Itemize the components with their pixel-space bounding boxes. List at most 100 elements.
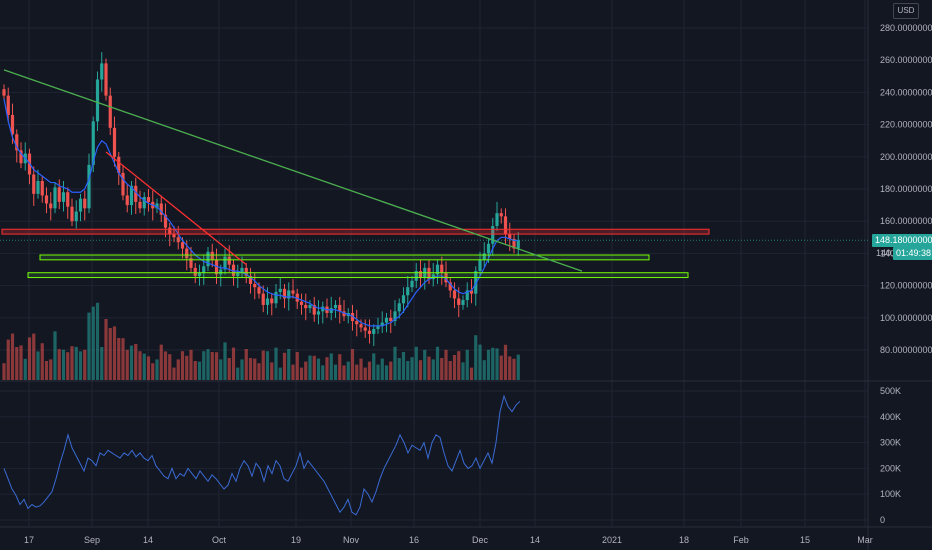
volume-bar (440, 358, 444, 380)
volume-bar (321, 365, 325, 380)
candle (32, 174, 36, 194)
volume-bar (70, 346, 74, 380)
volume-bar (282, 352, 287, 380)
volume-bar (418, 360, 423, 380)
candle (121, 172, 125, 196)
volume-bar (291, 364, 295, 380)
candle (2, 89, 6, 96)
volume-bar (248, 358, 253, 380)
candle (282, 288, 287, 299)
volume-bar (83, 349, 87, 380)
volume-bar (465, 349, 469, 380)
x-tick-label: 16 (409, 535, 419, 545)
volume-bar (308, 355, 312, 380)
oscillator-tick-label: 200K (880, 463, 901, 473)
volume-bar (219, 359, 223, 380)
volume-bar (214, 352, 219, 380)
candle (180, 242, 185, 249)
candle (304, 304, 308, 309)
candle (44, 195, 49, 204)
volume-bar (278, 367, 282, 380)
candle (427, 267, 431, 280)
volume-bar (448, 361, 452, 380)
volume-bar (176, 359, 180, 380)
candle (393, 311, 397, 322)
volume-bar (32, 333, 36, 380)
volume-bar (372, 353, 376, 380)
grid-lines (0, 0, 868, 527)
candle (457, 298, 461, 305)
candle (74, 211, 78, 222)
candle (223, 256, 227, 270)
currency-label[interactable]: USD (893, 3, 919, 19)
candle (10, 114, 15, 135)
candle (210, 251, 214, 260)
volume-bar (261, 350, 265, 380)
volume-bar (363, 367, 367, 380)
candle (19, 150, 23, 164)
volume-bar (159, 344, 163, 380)
candle (295, 293, 299, 302)
y-tick-label: 160.00000000 (880, 216, 932, 226)
volume-bar (168, 354, 172, 380)
volume-bar (299, 367, 304, 380)
candle (49, 203, 53, 209)
volume-bar (491, 347, 495, 380)
candle (414, 271, 418, 281)
last-price-tag: 148.18000000 (872, 234, 932, 247)
moving-average-line (3, 98, 519, 327)
candle (40, 180, 44, 196)
x-tick-label: 2021 (602, 535, 622, 545)
candle (146, 197, 151, 202)
candle (83, 198, 87, 209)
candle (95, 79, 100, 122)
volume-bar (10, 333, 15, 380)
candle (291, 290, 295, 294)
candle (214, 259, 219, 275)
volume-bar (240, 359, 244, 380)
volume-bar (274, 347, 278, 380)
candle (367, 330, 372, 334)
x-tick-label: 14 (143, 535, 153, 545)
volume-bar (231, 347, 236, 380)
candle (61, 192, 66, 202)
volume-bar (316, 358, 321, 380)
volume-bar (427, 356, 431, 380)
volume-bar (2, 363, 6, 380)
candle (478, 259, 482, 272)
volume-bar (384, 365, 389, 380)
volume-bar (193, 361, 197, 380)
volume-bar (457, 351, 461, 380)
candle (469, 290, 474, 294)
candle (274, 292, 278, 304)
candle (384, 317, 389, 323)
volume-bar (44, 361, 49, 380)
volume-bar (185, 355, 189, 380)
candle (248, 275, 253, 284)
volume-bar (478, 344, 482, 380)
volume-bar (117, 338, 121, 380)
trend-line-green (3, 69, 583, 272)
volume-bar (474, 335, 478, 380)
volume-bar (142, 353, 146, 380)
volume-bar (210, 352, 214, 380)
volume-bar (19, 345, 23, 380)
volume-bar (23, 358, 27, 380)
volume-bar (253, 358, 257, 380)
y-tick-label: 260.00000000 (880, 55, 932, 65)
volume-bar (452, 355, 457, 380)
volume-bar (482, 360, 486, 380)
x-tick-label: 18 (679, 535, 689, 545)
volume-bar (244, 349, 248, 380)
volume-bar (66, 352, 70, 380)
volume-bar (95, 302, 100, 380)
volume-bar (512, 358, 516, 380)
candle (265, 298, 270, 305)
oscillator-tick-label: 0 (880, 515, 885, 525)
candle (244, 267, 248, 276)
volume-bar (134, 344, 138, 380)
volume-bar (469, 367, 474, 380)
volume-bar (100, 347, 104, 380)
